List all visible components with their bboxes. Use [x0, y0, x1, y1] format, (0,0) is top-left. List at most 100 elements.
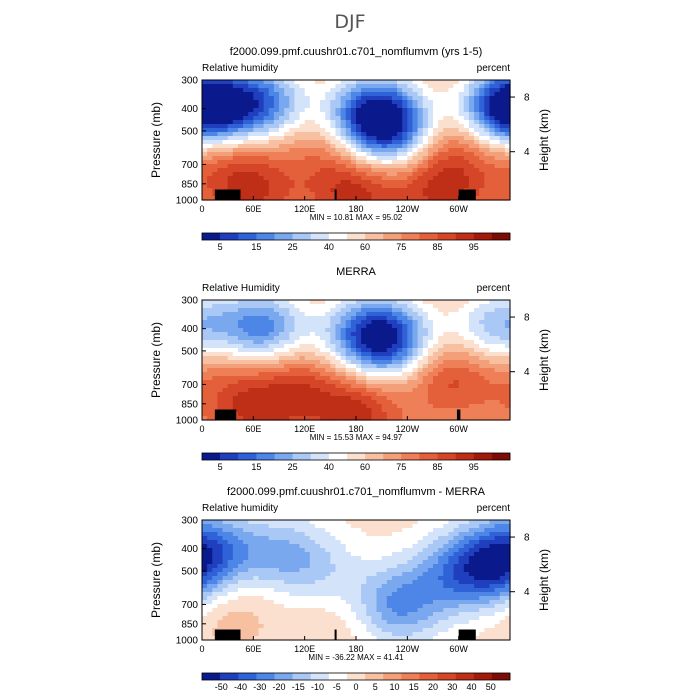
heatmap-cell — [397, 112, 403, 117]
heatmap-cell — [222, 360, 229, 365]
heatmap-cell — [458, 524, 465, 529]
heatmap-cell — [284, 316, 290, 321]
heatmap-cell — [381, 80, 388, 85]
heatmap-cell — [232, 404, 239, 409]
heatmap-cell — [407, 120, 414, 125]
heatmap-cell — [402, 528, 408, 533]
heatmap-cell — [458, 520, 465, 525]
heatmap-cell — [237, 104, 244, 109]
heatmap-cell — [453, 548, 460, 553]
heatmap-cell — [253, 320, 260, 325]
heatmap-cell — [345, 128, 352, 133]
heatmap-cell — [284, 324, 290, 329]
heatmap-cell — [504, 368, 511, 373]
heatmap-cell — [463, 524, 470, 529]
heatmap-cell — [299, 380, 306, 385]
heatmap-cell — [468, 308, 475, 313]
heatmap-cell — [499, 88, 506, 93]
heatmap-cell — [448, 404, 455, 409]
heatmap-cell — [335, 336, 342, 341]
heatmap-cell — [361, 528, 367, 533]
heatmap-cell — [263, 308, 270, 313]
heatmap-cell — [222, 184, 229, 189]
heatmap-cell — [217, 540, 224, 545]
heatmap-cell — [433, 396, 439, 401]
heatmap-cell — [366, 188, 372, 193]
heatmap-cell — [243, 156, 249, 161]
heatmap-cell — [350, 536, 357, 541]
heatmap-cell — [263, 356, 270, 361]
heatmap-cell — [499, 336, 506, 341]
heatmap-cell — [474, 92, 480, 97]
heatmap-cell — [468, 112, 475, 117]
heatmap-cell — [299, 348, 306, 353]
heatmap-cell — [268, 344, 275, 349]
heatmap-cell — [489, 108, 496, 113]
heatmap-cell — [427, 108, 434, 113]
heatmap-cell — [304, 80, 311, 85]
heatmap-cell — [314, 144, 321, 149]
heatmap-cell — [258, 304, 265, 309]
heatmap-cell — [397, 320, 403, 325]
heatmap-cell — [273, 364, 280, 369]
heatmap-cell — [237, 380, 244, 385]
heatmap-cell — [417, 120, 424, 125]
heatmap-cell — [417, 556, 424, 561]
heatmap-cell — [386, 404, 393, 409]
heatmap-cell — [289, 592, 295, 597]
heatmap-cell — [361, 120, 367, 125]
heatmap-cell — [494, 588, 501, 593]
heatmap-cell — [263, 132, 270, 137]
heatmap-cell — [335, 576, 342, 581]
heatmap-cell — [356, 116, 362, 121]
heatmap-cell — [443, 384, 449, 389]
heatmap-cell — [366, 376, 372, 381]
heatmap-cell — [397, 368, 403, 373]
heatmap-cell — [391, 404, 398, 409]
heatmap-cell — [202, 360, 208, 365]
heatmap-cell — [427, 340, 434, 345]
heatmap-cell — [391, 104, 398, 109]
heatmap-cell — [407, 596, 414, 601]
heatmap-cell — [494, 96, 501, 101]
heatmap-cell — [443, 92, 449, 97]
heatmap-cell — [248, 172, 254, 177]
heatmap-cell — [484, 132, 491, 137]
heatmap-cell — [325, 392, 331, 397]
heatmap-cell — [335, 120, 342, 125]
heatmap-cell — [237, 568, 244, 573]
heatmap-cell — [258, 528, 265, 533]
heatmap-cell — [443, 532, 449, 537]
heatmap-cell — [417, 320, 424, 325]
heatmap-cell — [407, 312, 414, 317]
heatmap-cell — [463, 80, 470, 85]
heatmap-cell — [361, 308, 367, 313]
heatmap-cell — [207, 356, 213, 361]
heatmap-cell — [253, 112, 260, 117]
heatmap-cell — [330, 596, 337, 601]
heatmap-cell — [427, 300, 434, 305]
heatmap-cell — [443, 340, 449, 345]
heatmap-cell — [294, 540, 301, 545]
heatmap-cell — [402, 584, 408, 589]
heatmap-cell — [248, 184, 254, 189]
heatmap-cell — [433, 144, 439, 149]
heatmap-cell — [330, 564, 337, 569]
heatmap-cell — [299, 560, 306, 565]
heatmap-cell — [371, 544, 378, 549]
heatmap-cell — [289, 144, 295, 149]
heatmap-cell — [340, 304, 347, 309]
heatmap-cell — [427, 400, 434, 405]
heatmap-cell — [268, 372, 275, 377]
heatmap-cell — [243, 556, 249, 561]
heatmap-cell — [289, 136, 295, 141]
heatmap-cell — [340, 564, 347, 569]
heatmap-cell — [361, 372, 367, 377]
heatmap-cell — [458, 388, 465, 393]
x-tick-label: 60E — [245, 204, 261, 214]
heatmap-cell — [494, 520, 501, 525]
heatmap-cell — [458, 92, 465, 97]
heatmap-cell — [458, 108, 465, 113]
heatmap-cell — [325, 328, 331, 333]
